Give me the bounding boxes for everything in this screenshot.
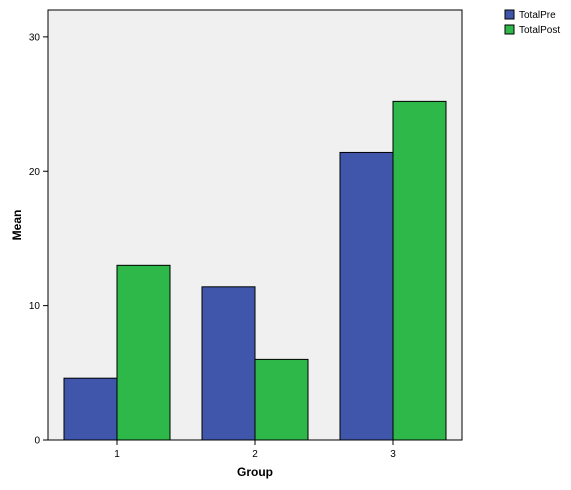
bar-totalpre-group-3 (339, 151, 394, 441)
x-axis: 1 2 3 (114, 440, 396, 460)
legend-label-totalpre: TotalPre (519, 10, 556, 21)
legend-swatch-totalpre (504, 9, 515, 20)
legend: TotalPre TotalPost (504, 9, 560, 36)
y-tick-label: 10 (29, 301, 41, 312)
legend-label-totalpost: TotalPost (519, 25, 560, 36)
legend-swatch-totalpost (504, 24, 515, 35)
bar-totalpre-group-1 (63, 377, 118, 441)
bar-totalpost-group-1 (116, 264, 171, 441)
bar-totalpre-group-2 (201, 286, 256, 441)
x-tick-label: 2 (252, 449, 258, 460)
y-axis-title: Mean (10, 210, 24, 241)
y-tick-label: 0 (34, 436, 40, 447)
y-tick-label: 30 (29, 32, 41, 43)
y-axis: 0 10 20 30 (29, 32, 48, 447)
y-tick-label: 20 (29, 167, 41, 178)
x-axis-title: Group (237, 465, 273, 479)
x-tick-label: 3 (390, 449, 396, 460)
bar-totalpost-group-2 (254, 358, 309, 441)
bars-group (63, 100, 447, 441)
bar-totalpost-group-3 (392, 100, 447, 441)
x-tick-label: 1 (114, 449, 120, 460)
